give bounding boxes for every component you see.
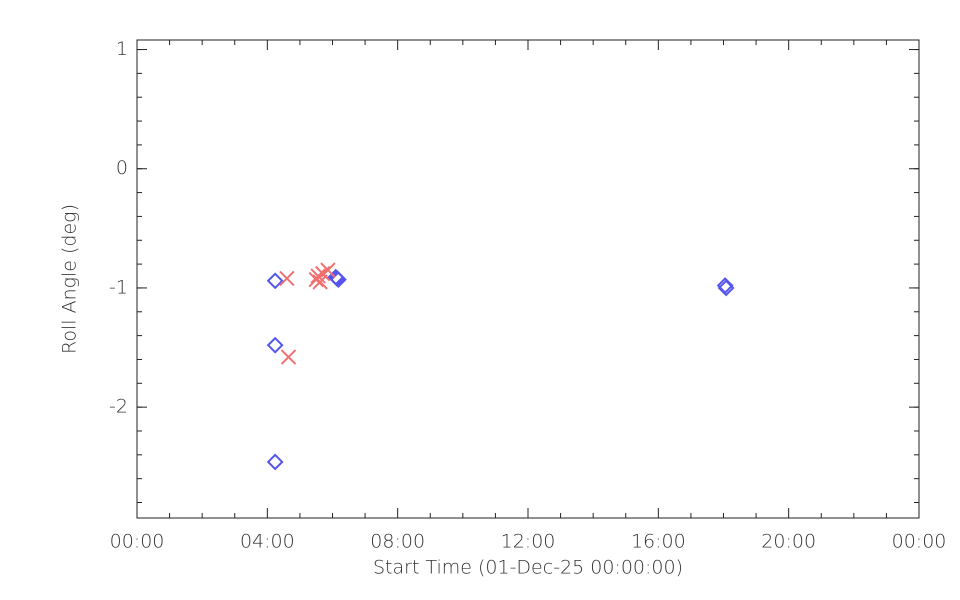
point <box>266 336 284 354</box>
y-tick-label: -2 <box>109 396 128 418</box>
point <box>310 268 326 284</box>
y-axis-label: Roll Angle (deg) <box>59 204 81 354</box>
point <box>717 279 735 297</box>
point <box>280 349 297 365</box>
plot-frame <box>136 39 920 519</box>
x-tick-label: 16:00 <box>631 531 686 553</box>
x-tick-label: 04:00 <box>240 531 295 553</box>
point <box>266 272 284 290</box>
point <box>312 274 328 290</box>
x-axis-label: Start Time (01-Dec-25 00:00:00) <box>373 557 683 579</box>
x-tick-label: 00:00 <box>892 531 947 553</box>
x-tick-label: 00:00 <box>110 531 165 553</box>
point <box>320 262 336 278</box>
point <box>279 270 295 287</box>
point <box>266 453 284 471</box>
y-tick-label: 0 <box>116 157 128 179</box>
y-tick-label: 1 <box>116 38 128 60</box>
x-tick-label: 20:00 <box>761 531 816 553</box>
x-tick-label: 08:00 <box>370 531 425 553</box>
x-tick-label: 12:00 <box>501 531 556 553</box>
y-tick-label: -1 <box>109 276 128 298</box>
point <box>329 271 347 289</box>
